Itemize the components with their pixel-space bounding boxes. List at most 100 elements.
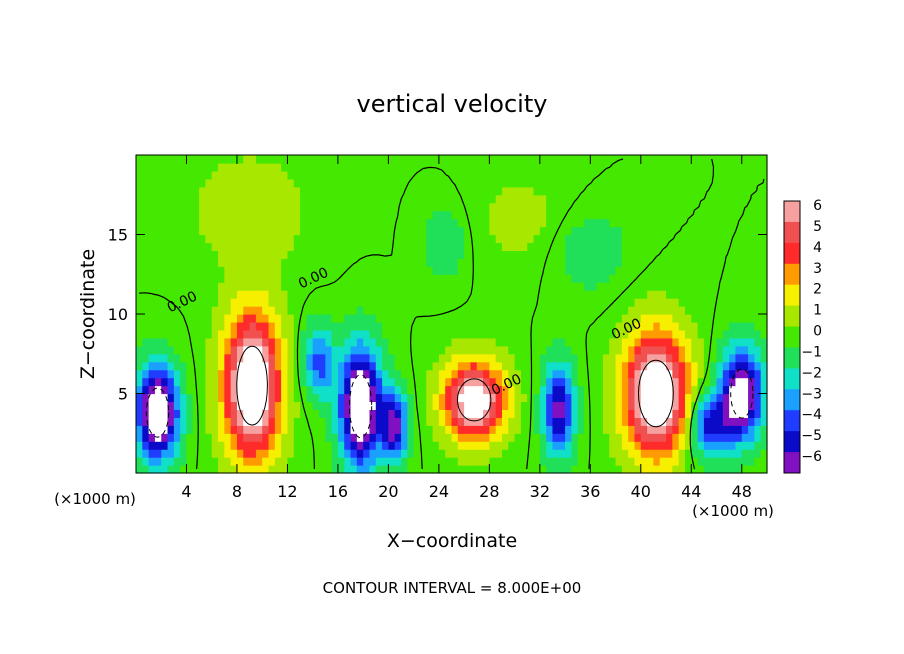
heatmap-cell bbox=[672, 242, 680, 251]
heatmap-cell bbox=[634, 218, 642, 228]
heatmap-cell bbox=[527, 162, 535, 172]
heatmap-cell bbox=[565, 417, 572, 426]
heatmap-cell bbox=[464, 186, 472, 196]
heatmap-cell bbox=[558, 385, 566, 395]
heatmap-cell bbox=[722, 202, 730, 212]
heatmap-cell bbox=[565, 337, 572, 347]
heatmap-cell bbox=[350, 202, 358, 212]
heatmap-cell bbox=[356, 162, 364, 172]
heatmap-cell bbox=[375, 290, 383, 299]
heatmap-cell bbox=[445, 178, 453, 188]
heatmap-cell bbox=[457, 202, 465, 212]
heatmap-cell bbox=[729, 155, 737, 164]
heatmap-cell bbox=[426, 306, 434, 315]
heatmap-cell bbox=[735, 250, 743, 259]
heatmap-cell bbox=[546, 353, 554, 363]
heatmap-cell bbox=[495, 425, 503, 434]
heatmap-cell bbox=[154, 298, 162, 307]
heatmap-cell bbox=[640, 457, 648, 466]
heatmap-cell bbox=[211, 242, 219, 251]
heatmap-cell bbox=[224, 202, 232, 212]
heatmap-cell bbox=[716, 345, 724, 355]
heatmap-cell bbox=[584, 409, 591, 418]
heatmap-cell bbox=[609, 306, 617, 315]
heatmap-cell bbox=[703, 155, 711, 164]
heatmap-cell bbox=[325, 353, 333, 363]
heatmap-cell bbox=[318, 258, 326, 267]
heatmap-cell bbox=[432, 369, 440, 379]
heatmap-cell bbox=[401, 250, 408, 259]
heatmap-cell bbox=[476, 457, 484, 466]
heatmap-cell bbox=[293, 218, 301, 228]
heatmap-cell bbox=[483, 345, 490, 355]
heatmap-cell bbox=[218, 242, 225, 251]
heatmap-cell bbox=[401, 361, 408, 371]
heatmap-cell bbox=[602, 337, 610, 347]
heatmap-cell bbox=[419, 202, 427, 212]
heatmap-cell bbox=[489, 282, 497, 291]
heatmap-cell bbox=[154, 306, 162, 315]
heatmap-cell bbox=[268, 369, 276, 379]
heatmap-cell bbox=[451, 290, 459, 299]
heatmap-cell bbox=[293, 162, 301, 172]
heatmap-cell bbox=[577, 353, 585, 363]
heatmap-cell bbox=[268, 329, 276, 339]
heatmap-cell bbox=[173, 433, 181, 442]
heatmap-cell bbox=[287, 186, 295, 196]
heatmap-cell bbox=[281, 361, 289, 371]
heatmap-cell bbox=[659, 266, 667, 275]
heatmap-cell bbox=[602, 306, 610, 315]
heatmap-cell bbox=[180, 298, 188, 307]
heatmap-cell bbox=[337, 409, 345, 418]
heatmap-cell bbox=[703, 282, 711, 291]
heatmap-cell bbox=[413, 170, 421, 180]
heatmap-cell bbox=[230, 282, 238, 291]
heatmap-cell bbox=[451, 314, 459, 323]
heatmap-cell bbox=[558, 321, 566, 331]
heatmap-cell bbox=[741, 417, 749, 426]
heatmap-cell bbox=[142, 218, 150, 228]
heatmap-cell bbox=[205, 210, 213, 220]
heatmap-cell bbox=[514, 282, 522, 291]
heatmap-cell bbox=[205, 250, 213, 259]
heatmap-cell bbox=[318, 337, 326, 347]
heatmap-cell bbox=[539, 155, 547, 164]
heatmap-cell bbox=[476, 242, 484, 251]
heatmap-cell bbox=[161, 202, 169, 212]
heatmap-cell bbox=[476, 417, 484, 426]
heatmap-cell bbox=[584, 170, 591, 180]
heatmap-cell bbox=[419, 465, 427, 474]
heatmap-cell bbox=[262, 298, 270, 307]
heatmap-cell bbox=[161, 210, 169, 220]
heatmap-cell bbox=[615, 234, 623, 244]
heatmap-cell bbox=[300, 449, 307, 458]
heatmap-cell bbox=[337, 345, 345, 355]
heatmap-cell bbox=[602, 226, 610, 236]
heatmap-cell bbox=[741, 210, 749, 220]
heatmap-cell bbox=[274, 345, 282, 355]
heatmap-cell bbox=[249, 457, 257, 466]
heatmap-cell bbox=[678, 186, 686, 196]
heatmap-cell bbox=[710, 465, 718, 474]
heatmap-cell bbox=[741, 178, 749, 188]
heatmap-cell bbox=[697, 417, 705, 426]
heatmap-cell bbox=[659, 178, 667, 188]
heatmap-cell bbox=[161, 250, 169, 259]
heatmap-cell bbox=[243, 329, 251, 339]
heatmap-cell bbox=[281, 314, 289, 323]
heatmap-cell bbox=[565, 329, 572, 339]
heatmap-cell bbox=[640, 298, 648, 307]
heatmap-cell bbox=[224, 321, 232, 331]
heatmap-cell bbox=[318, 298, 326, 307]
heatmap-cell bbox=[369, 290, 377, 299]
heatmap-cell bbox=[565, 234, 572, 244]
heatmap-cell bbox=[533, 282, 541, 291]
heatmap-cell bbox=[167, 266, 175, 275]
heatmap-cell bbox=[388, 353, 396, 363]
heatmap-cell bbox=[602, 218, 610, 228]
heatmap-cell bbox=[173, 393, 181, 403]
heatmap-cell bbox=[186, 290, 194, 299]
heatmap-cell bbox=[722, 170, 730, 180]
heatmap-cell bbox=[325, 337, 333, 347]
heatmap-cell bbox=[464, 449, 472, 458]
